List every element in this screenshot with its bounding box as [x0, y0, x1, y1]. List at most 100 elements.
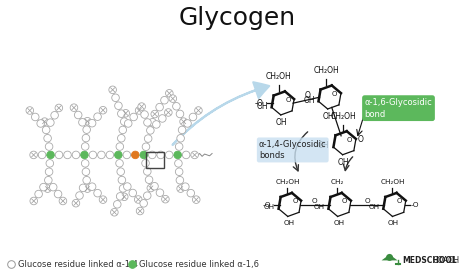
Circle shape — [112, 94, 119, 102]
Circle shape — [144, 168, 151, 175]
Circle shape — [149, 119, 156, 126]
Polygon shape — [328, 193, 351, 217]
Circle shape — [116, 160, 123, 167]
Text: O: O — [358, 135, 364, 144]
Circle shape — [45, 176, 52, 184]
Circle shape — [169, 95, 177, 102]
Bar — [146, 152, 164, 168]
Circle shape — [88, 183, 96, 191]
Circle shape — [76, 192, 83, 199]
Circle shape — [110, 208, 118, 216]
FancyArrowPatch shape — [173, 82, 269, 145]
Text: OH: OH — [388, 220, 399, 226]
Text: O: O — [342, 198, 347, 204]
Text: -O: -O — [410, 202, 419, 208]
Circle shape — [145, 135, 152, 142]
Polygon shape — [383, 193, 406, 217]
Circle shape — [119, 185, 127, 192]
Circle shape — [164, 109, 172, 116]
Circle shape — [122, 109, 129, 117]
Circle shape — [123, 151, 131, 159]
Circle shape — [137, 207, 144, 215]
Circle shape — [79, 184, 87, 192]
Circle shape — [113, 201, 121, 208]
Circle shape — [142, 143, 150, 151]
Circle shape — [195, 107, 202, 114]
Circle shape — [44, 134, 51, 142]
Circle shape — [175, 143, 183, 150]
Circle shape — [148, 151, 156, 159]
Circle shape — [42, 126, 50, 134]
Circle shape — [116, 143, 124, 150]
Circle shape — [115, 102, 122, 109]
Circle shape — [151, 182, 158, 190]
Circle shape — [54, 190, 62, 198]
Circle shape — [81, 151, 88, 159]
Text: O: O — [312, 198, 318, 204]
Circle shape — [140, 199, 147, 207]
Text: OH: OH — [318, 141, 330, 150]
Circle shape — [162, 195, 169, 203]
Circle shape — [144, 192, 151, 199]
Text: OH: OH — [256, 102, 268, 111]
Text: OH: OH — [264, 204, 275, 210]
Circle shape — [146, 127, 154, 134]
Circle shape — [82, 143, 89, 150]
Circle shape — [30, 151, 37, 159]
Circle shape — [46, 119, 54, 126]
Circle shape — [184, 120, 191, 127]
Text: O: O — [397, 198, 402, 204]
Circle shape — [189, 113, 197, 121]
Circle shape — [157, 151, 164, 159]
Circle shape — [83, 126, 91, 133]
Text: CH₂OH: CH₂OH — [331, 112, 356, 121]
Circle shape — [49, 183, 57, 191]
Circle shape — [55, 151, 63, 159]
Circle shape — [135, 107, 143, 114]
Circle shape — [82, 160, 89, 167]
Circle shape — [177, 185, 184, 193]
Circle shape — [55, 104, 63, 112]
Circle shape — [26, 107, 34, 114]
Circle shape — [99, 106, 107, 114]
Circle shape — [106, 151, 114, 159]
Circle shape — [135, 196, 142, 203]
Circle shape — [83, 176, 91, 184]
Circle shape — [41, 118, 48, 125]
Circle shape — [124, 120, 132, 127]
Text: OH: OH — [314, 204, 325, 210]
Circle shape — [156, 103, 164, 111]
Circle shape — [153, 121, 160, 128]
Circle shape — [182, 151, 190, 159]
Circle shape — [35, 190, 42, 198]
Circle shape — [165, 90, 173, 97]
Circle shape — [141, 111, 148, 118]
Text: α-1,6-Glycosidic
bond: α-1,6-Glycosidic bond — [365, 98, 432, 119]
Text: CH₂: CH₂ — [331, 179, 345, 185]
Circle shape — [115, 151, 122, 159]
Circle shape — [131, 151, 139, 159]
Circle shape — [117, 168, 125, 175]
Polygon shape — [279, 193, 301, 217]
Circle shape — [180, 118, 187, 125]
Circle shape — [182, 183, 189, 191]
Circle shape — [117, 193, 124, 200]
Circle shape — [187, 189, 194, 197]
Circle shape — [79, 119, 86, 126]
Circle shape — [156, 189, 164, 196]
Text: Glycogen: Glycogen — [178, 6, 296, 30]
Circle shape — [120, 193, 128, 201]
Text: OH: OH — [338, 158, 349, 167]
Circle shape — [176, 110, 184, 118]
Text: -O: -O — [255, 99, 264, 108]
Text: OH: OH — [283, 220, 294, 226]
Circle shape — [173, 102, 180, 110]
Text: OH: OH — [303, 96, 315, 105]
Circle shape — [31, 113, 39, 121]
Circle shape — [175, 168, 183, 175]
Circle shape — [88, 119, 96, 127]
Circle shape — [74, 111, 82, 119]
Circle shape — [144, 119, 151, 126]
Text: Glucose residue linked α-1,4: Glucose residue linked α-1,4 — [18, 260, 137, 269]
Circle shape — [124, 183, 131, 190]
